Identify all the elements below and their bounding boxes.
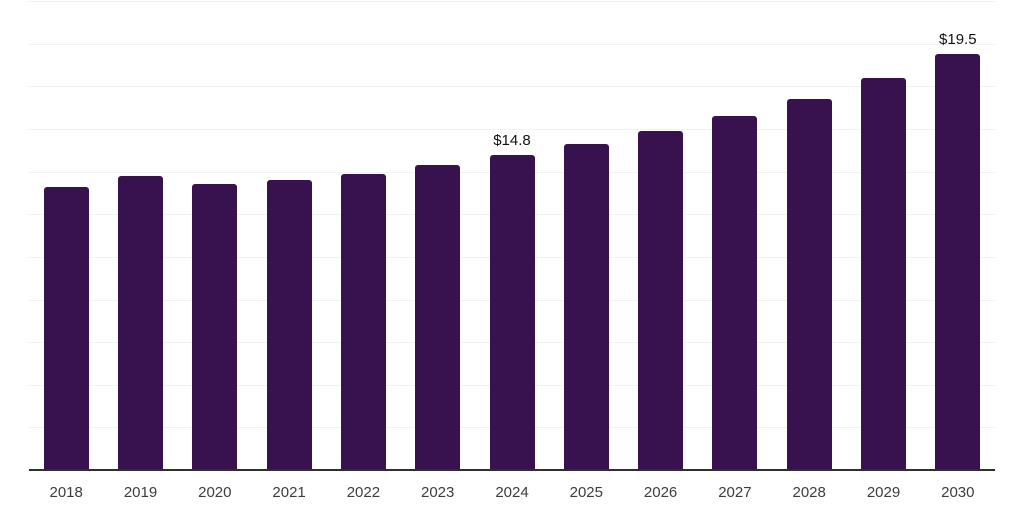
x-tick-2018: 2018: [49, 484, 83, 501]
bar-2023: [415, 165, 461, 470]
x-tick-2023: 2023: [421, 484, 455, 501]
x-tick-2025: 2025: [569, 484, 603, 501]
bar-2018: [43, 186, 89, 470]
bar-2026: [638, 131, 684, 470]
bar-2024: [489, 154, 535, 470]
bar-2028: [786, 99, 832, 470]
bar-2027: [712, 116, 758, 470]
x-tick-2020: 2020: [198, 484, 232, 501]
data-label-2030: $19.5: [939, 31, 977, 49]
gridline-y-22: [29, 1, 995, 2]
bar-2022: [340, 173, 386, 470]
gridline-y-18: [29, 86, 995, 88]
x-tick-2027: 2027: [718, 484, 752, 501]
x-tick-2019: 2019: [123, 484, 158, 501]
gridline-y-16: [29, 128, 995, 130]
bar-2030: [935, 54, 981, 470]
x-tick-2030: 2030: [941, 484, 975, 501]
gridline-y-20: [29, 43, 995, 45]
data-label-2024: $14.8: [493, 131, 531, 149]
x-tick-2021: 2021: [272, 484, 306, 501]
bar-2020: [192, 184, 238, 470]
x-tick-2022: 2022: [346, 484, 381, 501]
bar-2025: [563, 143, 609, 470]
x-tick-2029: 2029: [866, 484, 901, 501]
bar-2019: [118, 175, 163, 470]
x-tick-2028: 2028: [792, 484, 826, 501]
x-tick-2026: 2026: [643, 484, 678, 501]
x-tick-2024: 2024: [495, 484, 529, 501]
x-axis-line: [29, 469, 995, 471]
bar-2021: [266, 180, 312, 470]
bar-2029: [861, 77, 906, 470]
